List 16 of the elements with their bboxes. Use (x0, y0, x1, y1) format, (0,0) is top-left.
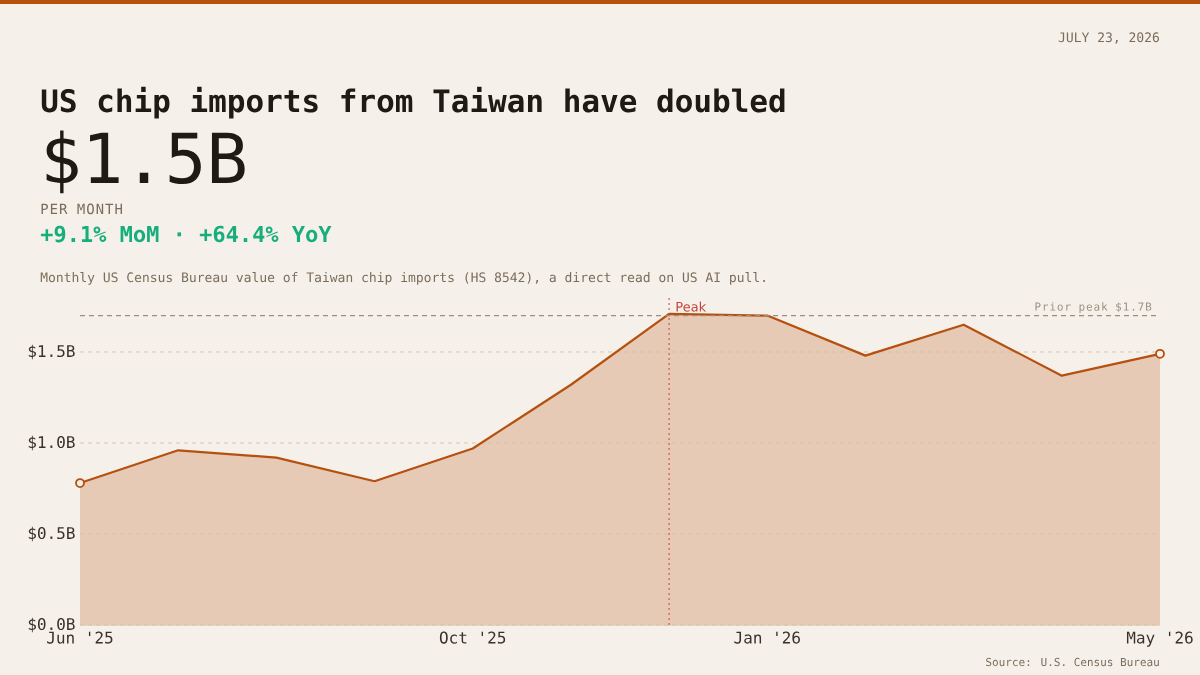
x-tick-label: May '26 (1126, 631, 1193, 647)
ref-line-label: Peak (676, 301, 707, 312)
text: +9.1% MoM · +64.4% YoY (40, 225, 332, 243)
text: JULY 23, 2026 (1058, 32, 1159, 44)
chart-title: US chip imports from Taiwan have doubled (41, 86, 785, 119)
text: PER MONTH (41, 203, 122, 215)
y-tick-label: $1.5B (28, 344, 75, 360)
y-tick-label: $0.5B (28, 526, 75, 542)
y-tick-label: $0.0B (28, 617, 75, 633)
chart-subtitle: Monthly US Census Bureau value of Taiwan chip imports (HS 8542), a direct read on US AI pull. (40, 272, 765, 285)
x-tick-label: Jun '25 (47, 631, 113, 644)
source-note: Source: U.S. Census Bureau (986, 657, 1159, 667)
y-tick-label: $1.0B (28, 435, 75, 451)
x-tick-label: Jan '26 (734, 631, 800, 644)
ref-line-label: Prior peak $1.7B (1035, 302, 1152, 313)
x-tick-label: Oct '25 (439, 631, 506, 644)
